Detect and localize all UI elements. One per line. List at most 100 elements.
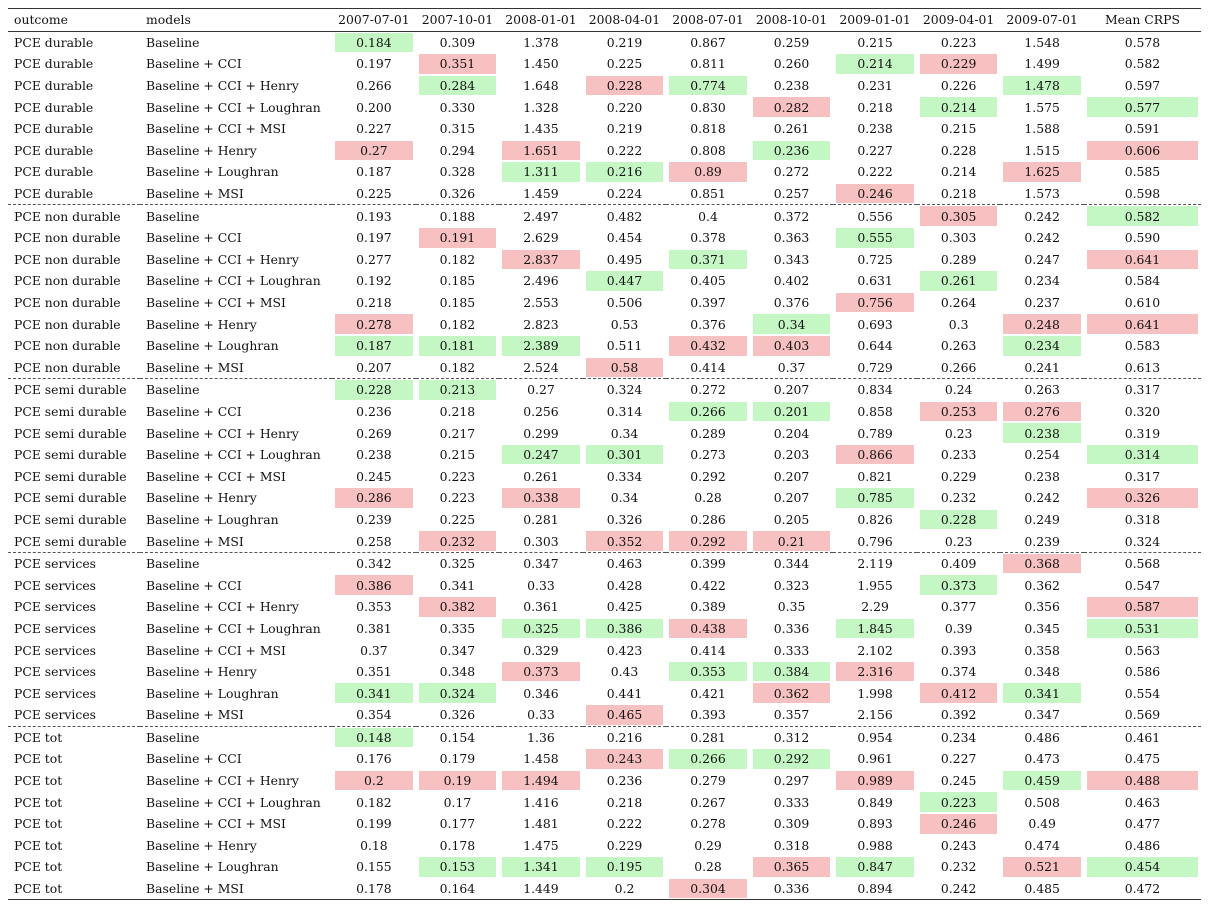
header-date: 2008-07-01 <box>672 12 744 28</box>
cell-value: 0.241 <box>1024 359 1060 375</box>
header-date: 2007-10-01 <box>421 12 494 28</box>
table-row: PCE durable Baseline 0.184 0.309 1.378 0.219 0… <box>8 31 1201 53</box>
mean-crps-cell: 0.578 <box>1084 31 1201 53</box>
cell-value: 0.374 <box>940 664 977 680</box>
cell-value: 0.234 <box>1024 273 1060 289</box>
crps-cell: 0.377 <box>917 596 1001 618</box>
table-row: PCE services Baseline + Henry 0.351 0.348 0.… <box>8 661 1201 683</box>
table-row: PCE tot Baseline + CCI + MSI 0.199 0.177 1.4… <box>8 813 1201 835</box>
crps-cell: 0.227 <box>332 118 416 140</box>
crps-cell: 0.203 <box>750 444 834 466</box>
cell-value: 0.2 <box>614 881 635 897</box>
best-highlight <box>335 727 413 748</box>
cell-value: 0.182 <box>356 794 392 810</box>
cell-value: 0.305 <box>940 208 977 224</box>
crps-cell: 0.227 <box>833 140 917 162</box>
model-cell: Baseline + Loughran <box>146 338 279 354</box>
cell-value: 0.281 <box>690 729 726 745</box>
best-highlight <box>335 335 413 356</box>
crps-cell: 1.459 <box>499 183 583 205</box>
worst-highlight <box>502 488 580 508</box>
crps-cell: 0.338 <box>499 487 583 509</box>
crps-cell: 0.261 <box>750 118 834 140</box>
crps-cell: 0.345 <box>1000 618 1084 640</box>
cell-value: 0.214 <box>940 99 977 115</box>
crps-cell: 0.201 <box>750 401 834 423</box>
outcome-cell: PCE tot <box>14 816 63 832</box>
crps-cell: 1.416 <box>499 791 583 813</box>
worst-highlight <box>335 575 413 596</box>
cell-value: 0.18 <box>360 837 388 853</box>
cell-value: 1.548 <box>1024 34 1060 50</box>
crps-cell: 0.219 <box>583 31 667 53</box>
cell-value: 0.191 <box>439 230 476 246</box>
crps-cell: 0.2 <box>332 770 416 792</box>
crps-cell: 1.458 <box>499 748 583 770</box>
crps-cell: 0.305 <box>916 204 1001 227</box>
table-container: outcome models 2007-07-01 2007-10-01 200… <box>8 8 1201 900</box>
cell-value: 0.154 <box>439 729 476 745</box>
crps-cell: 0.333 <box>750 639 834 661</box>
cell-value: 0.215 <box>940 121 977 137</box>
crps-cell: 0.243 <box>583 748 667 770</box>
table-row: PCE tot Baseline + Loughran 0.155 0.153 1.34… <box>8 856 1201 878</box>
cell-value: 0.182 <box>439 251 476 267</box>
crps-cell: 0.245 <box>917 770 1001 792</box>
model-cell: Baseline + CCI + MSI <box>146 816 286 832</box>
worst-highlight <box>585 531 664 551</box>
crps-cell: 0.269 <box>332 422 416 444</box>
crps-cell: 0.228 <box>583 75 667 97</box>
outcome-cell: PCE non durable <box>14 338 121 354</box>
model-cell: Baseline + Henry <box>146 664 257 680</box>
crps-cell: 0.234 <box>1000 270 1084 292</box>
crps-cell: 0.374 <box>917 661 1001 683</box>
crps-cell: 0.238 <box>750 75 834 97</box>
cell-value: 0.785 <box>857 490 893 506</box>
mean-crps-cell: 0.584 <box>1084 270 1201 292</box>
crps-cell: 0.216 <box>582 725 667 749</box>
cell-value: 0.894 <box>857 881 893 897</box>
crps-cell: 1.515 <box>1000 140 1084 162</box>
mean-crps-cell: 0.475 <box>1084 748 1201 770</box>
cell-value: 0.333 <box>773 794 810 810</box>
cell-value: 2.316 <box>857 664 893 680</box>
best-highlight <box>919 792 998 812</box>
cell-value: 0.414 <box>690 642 726 658</box>
cell-value: 0.238 <box>773 78 810 94</box>
table-row: PCE non durable Baseline 0.193 0.188 2.497 0.… <box>8 204 1201 227</box>
cell-value: 0.988 <box>857 837 893 853</box>
best-highlight <box>669 401 747 422</box>
crps-cell: 0.261 <box>499 465 583 487</box>
crps-cell: 0.284 <box>416 75 500 97</box>
crps-cell: 0.304 <box>666 878 750 900</box>
cell-value: 0.289 <box>690 425 726 441</box>
cell-value: 0.236 <box>606 773 643 789</box>
cell-value: 0.177 <box>439 816 476 832</box>
cell-value: 0.961 <box>857 751 893 767</box>
outcome-cell: PCE services <box>14 664 97 680</box>
cell-value: 0.245 <box>940 773 977 789</box>
crps-cell: 0.386 <box>332 574 416 596</box>
cell-value: 0.641 <box>1124 316 1161 332</box>
cell-value: 0.229 <box>606 837 643 853</box>
cell-value: 0.246 <box>857 186 893 202</box>
cell-value: 0.37 <box>777 359 806 375</box>
crps-cell: 0.181 <box>416 335 500 357</box>
cell-value: 0.263 <box>940 338 977 354</box>
cell-value: 0.495 <box>606 251 643 267</box>
outcome-cell: PCE services <box>14 599 97 615</box>
crps-cell: 0.243 <box>917 835 1001 857</box>
cell-value: 1.450 <box>523 56 559 72</box>
cell-value: 0.304 <box>690 881 726 897</box>
best-highlight <box>836 227 914 248</box>
cell-value: 0.276 <box>1024 403 1060 419</box>
crps-cell: 2.823 <box>499 313 583 335</box>
model-cell: Baseline + Loughran <box>146 164 279 180</box>
cell-value: 2.629 <box>523 230 559 246</box>
cell-value: 0.238 <box>857 121 893 137</box>
crps-cell: 0.378 <box>666 227 750 249</box>
cell-value: 0.273 <box>690 447 726 463</box>
cell-value: 0.261 <box>940 273 977 289</box>
outcome-cell: PCE semi durable <box>8 378 141 401</box>
cell-value: 0.318 <box>1124 511 1161 527</box>
